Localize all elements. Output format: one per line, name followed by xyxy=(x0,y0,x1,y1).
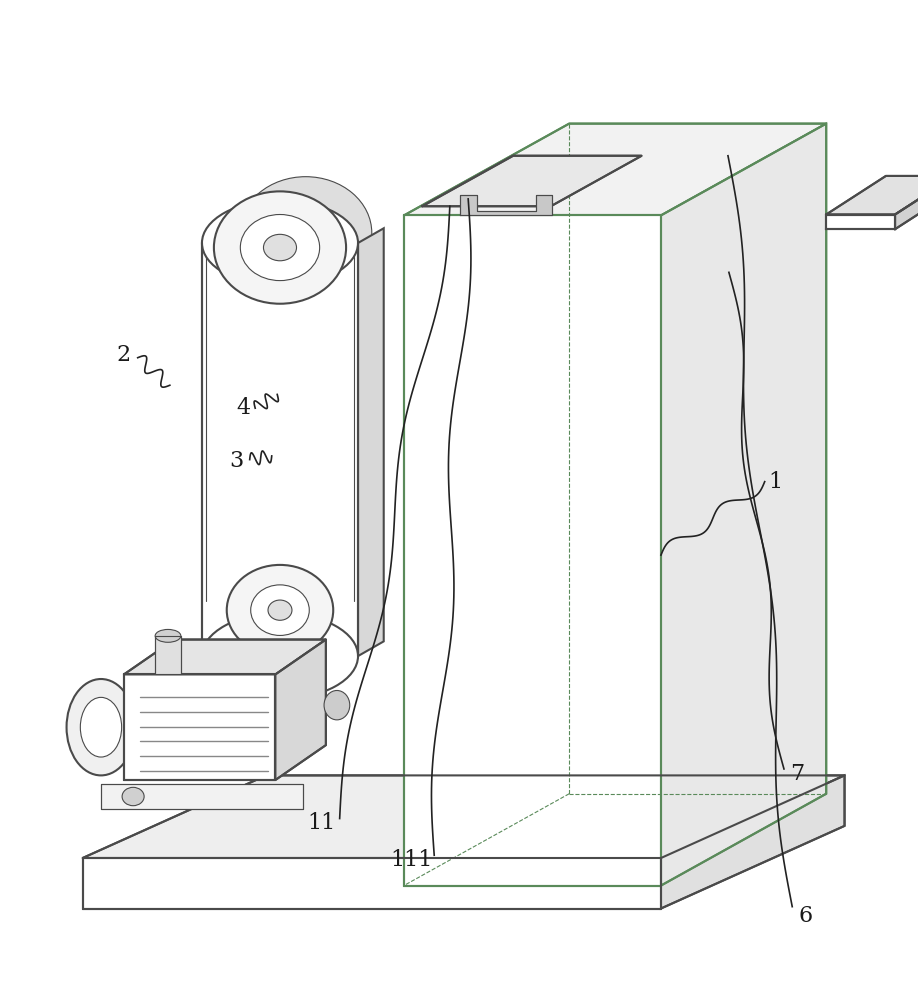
Polygon shape xyxy=(101,784,303,809)
Polygon shape xyxy=(275,640,326,780)
Ellipse shape xyxy=(214,191,346,304)
Ellipse shape xyxy=(263,234,297,261)
Ellipse shape xyxy=(202,200,358,286)
Polygon shape xyxy=(404,215,661,886)
Polygon shape xyxy=(422,156,642,206)
Polygon shape xyxy=(404,124,826,215)
Polygon shape xyxy=(826,215,895,229)
Polygon shape xyxy=(661,124,826,886)
Ellipse shape xyxy=(324,690,350,720)
Ellipse shape xyxy=(252,550,359,641)
Text: 7: 7 xyxy=(789,763,804,785)
Polygon shape xyxy=(155,636,181,674)
Ellipse shape xyxy=(227,565,333,655)
Ellipse shape xyxy=(240,177,372,289)
Polygon shape xyxy=(895,176,918,229)
Text: 4: 4 xyxy=(236,397,251,419)
Ellipse shape xyxy=(155,629,181,642)
Polygon shape xyxy=(461,195,553,215)
Polygon shape xyxy=(826,176,918,215)
Text: 11: 11 xyxy=(308,812,335,834)
Polygon shape xyxy=(202,243,358,656)
Polygon shape xyxy=(358,228,384,656)
Ellipse shape xyxy=(251,585,309,635)
Polygon shape xyxy=(83,858,661,909)
Ellipse shape xyxy=(268,600,292,620)
Text: 1: 1 xyxy=(768,471,783,493)
Polygon shape xyxy=(124,674,275,780)
Polygon shape xyxy=(661,775,845,909)
Text: 111: 111 xyxy=(390,849,432,871)
Text: 2: 2 xyxy=(117,344,131,366)
Ellipse shape xyxy=(81,697,121,757)
Ellipse shape xyxy=(241,215,319,281)
Ellipse shape xyxy=(67,679,136,775)
Text: 6: 6 xyxy=(798,905,812,927)
Ellipse shape xyxy=(202,613,358,699)
Ellipse shape xyxy=(122,787,144,806)
Polygon shape xyxy=(124,640,326,674)
Polygon shape xyxy=(83,775,845,858)
Text: 3: 3 xyxy=(230,450,244,472)
